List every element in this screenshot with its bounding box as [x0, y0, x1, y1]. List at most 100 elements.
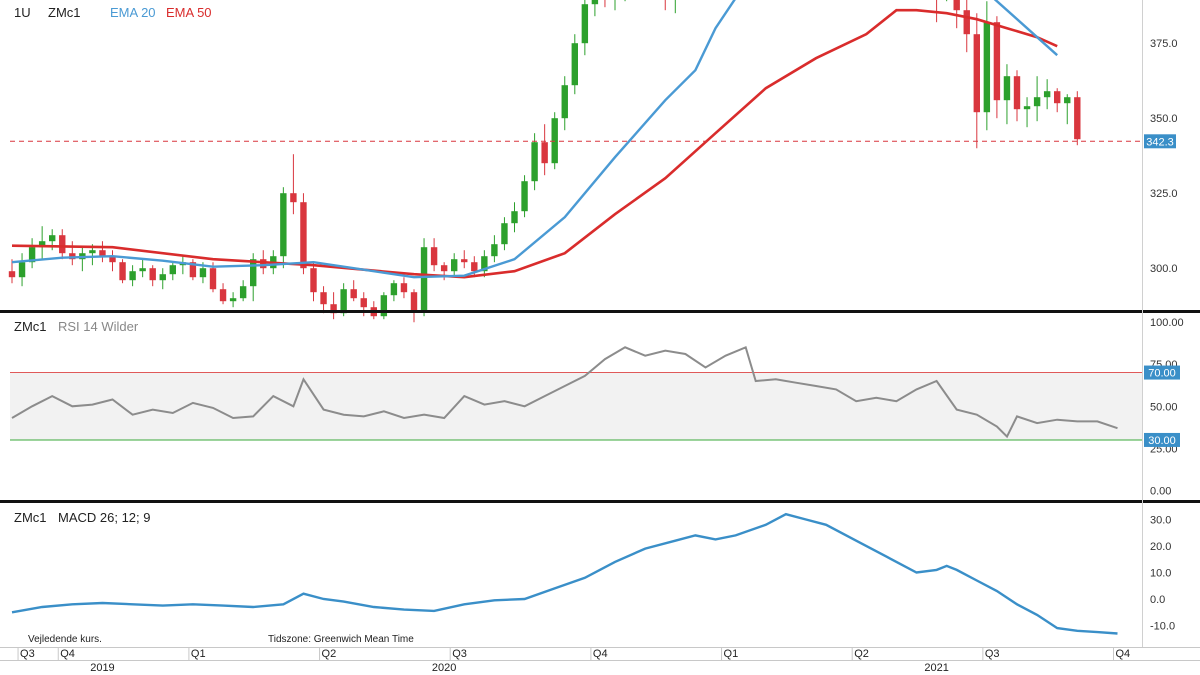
rsi-oversold-label: 30.00 [1148, 435, 1176, 447]
macd-tick-label: 10.0 [1150, 568, 1171, 580]
ema20-legend[interactable]: EMA 20 [110, 5, 156, 20]
candle-body [983, 22, 991, 113]
candle-body [99, 250, 106, 257]
candle-body [260, 259, 267, 269]
candle-body [1064, 97, 1071, 104]
quarter-labels: Q3 Q4 Q1 Q2 Q3 Q4 Q1 Q2 Q3 Q4 [17, 648, 1130, 660]
candle-body [400, 283, 408, 293]
price-tick-label: 325.0 [1150, 188, 1178, 200]
candle-body [280, 193, 287, 257]
quarter-label: Q2 [854, 648, 869, 660]
rsi-band [10, 372, 1142, 440]
last-price-label: 342.3 [1146, 136, 1174, 148]
candle-body [561, 85, 568, 119]
last-price-badge [1144, 134, 1176, 149]
rsi-indicator-label[interactable]: RSI 14 Wilder [58, 319, 139, 334]
quarter-label: Q3 [985, 648, 1000, 660]
candle-body [471, 262, 478, 272]
candle-body [239, 286, 247, 299]
candle-body [1013, 76, 1021, 110]
candle-body [1003, 76, 1011, 101]
price-tick-label: 375.0 [1150, 38, 1178, 50]
candle-body [551, 118, 558, 164]
candle-body [109, 256, 116, 263]
candle-body [129, 271, 136, 281]
candle-body [581, 4, 589, 44]
rsi-overbought-badge [1144, 365, 1180, 380]
candle-body [330, 304, 337, 314]
rsi-tick-label: 0.00 [1150, 486, 1171, 498]
candle-body [410, 292, 418, 311]
disclaimer-text: Vejledende kurs. [28, 634, 102, 645]
candle-body [1054, 91, 1061, 104]
candle-body [501, 223, 508, 245]
macd-tick-label: -10.0 [1150, 621, 1175, 633]
candle-body [481, 256, 488, 272]
candle-body [69, 253, 76, 260]
quarter-label: Q3 [20, 648, 35, 660]
candle-body [18, 262, 26, 278]
rsi-oversold-badge [1144, 432, 1180, 447]
candle-body [380, 295, 388, 317]
candle-body [420, 247, 428, 311]
candle-body [1043, 91, 1051, 98]
quarter-label: Q2 [322, 648, 337, 660]
macd-symbol-label[interactable]: ZMc1 [14, 510, 47, 525]
candles [8, 0, 1081, 323]
candle-body [199, 268, 207, 278]
symbol-label[interactable]: ZMc1 [48, 5, 81, 20]
candle-body [591, 0, 599, 5]
candle-body [350, 289, 357, 299]
ema50-legend[interactable]: EMA 50 [166, 5, 212, 20]
candle-body [571, 43, 578, 86]
candle-body [993, 22, 1001, 101]
rsi-symbol-label[interactable]: ZMc1 [14, 319, 47, 334]
candle-body [491, 244, 498, 257]
candle-body [219, 289, 227, 302]
candle-body [440, 265, 448, 272]
candle-body [430, 247, 438, 266]
candle-body [963, 10, 970, 35]
candle-body [300, 202, 307, 269]
candle-body [159, 274, 166, 281]
candle-body [310, 268, 317, 293]
timezone-text: Tidszone: Greenwich Mean Time [268, 634, 414, 645]
candle-body [209, 268, 217, 290]
candle-body [973, 34, 980, 113]
quarter-label: Q3 [452, 648, 467, 660]
candle-body [28, 247, 36, 263]
candle-body [953, 0, 960, 11]
macd-tick-label: 30.0 [1150, 515, 1171, 527]
candle-body [531, 142, 538, 182]
macd-line [11, 512, 1118, 635]
candle-body [250, 259, 257, 287]
macd-indicator-label[interactable]: MACD 26; 12; 9 [58, 510, 151, 525]
macd-tick-label: 20.0 [1150, 541, 1171, 553]
rsi-overbought-label: 70.00 [1148, 368, 1176, 380]
candle-body [541, 142, 548, 164]
year-label: 2020 [432, 662, 456, 674]
rsi-tick-label: 100.00 [1150, 317, 1184, 329]
macd-y-axis: -10.0 0.0 10.0 20.0 30.0 [1150, 515, 1175, 633]
candle-body [149, 268, 156, 281]
candle-body [8, 271, 16, 278]
candle-body [89, 250, 96, 254]
price-tick-label: 350.0 [1150, 113, 1178, 125]
candle-body [521, 181, 528, 212]
year-label: 2021 [924, 662, 948, 674]
macd-tick-label: 0.0 [1150, 594, 1165, 606]
quarter-label: Q4 [593, 648, 608, 660]
year-label: 2019 [90, 662, 114, 674]
candle-body [49, 235, 56, 242]
price-tick-label: 300.0 [1150, 263, 1178, 275]
candle-body [511, 211, 518, 224]
interval-label[interactable]: 1U [14, 5, 31, 20]
rsi-line [11, 345, 1118, 439]
candle-body [1023, 106, 1031, 110]
candle-body [59, 235, 66, 254]
